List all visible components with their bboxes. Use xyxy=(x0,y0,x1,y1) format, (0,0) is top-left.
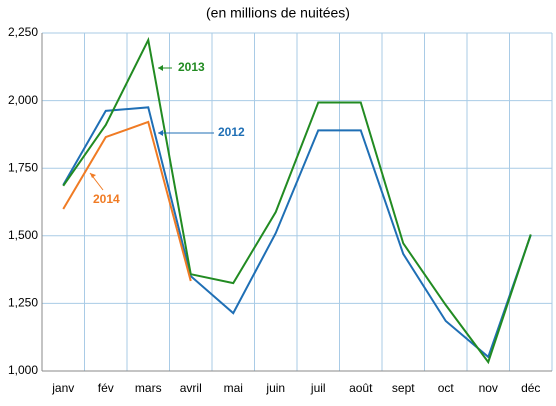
x-tick-label: mars xyxy=(135,381,162,395)
series-line xyxy=(62,36,532,365)
x-tick-label: fév xyxy=(98,381,114,395)
arrow-head xyxy=(90,173,96,178)
series-label: 2013 xyxy=(178,60,205,74)
y-tick-label: 1,750 xyxy=(8,160,38,174)
lines: 2012 2013 2014 xyxy=(62,36,532,365)
y-tick-label: 2,000 xyxy=(8,93,38,107)
series-line xyxy=(62,106,532,359)
grid: 1,000 1,250 1,500 1,750 2,000 2,250 janv fév mar… xyxy=(8,25,553,395)
y-tick-label: 1,250 xyxy=(8,296,38,310)
y-tick-label: 1,000 xyxy=(8,363,38,377)
arrow-head xyxy=(158,130,163,136)
x-tick-label: sept xyxy=(392,381,415,395)
x-tick-label: août xyxy=(349,381,373,395)
y-tick-label: 2,250 xyxy=(8,25,38,39)
x-tick-label: juil xyxy=(310,381,326,395)
x-tick-label: juin xyxy=(265,381,285,395)
y-tick-label: 1,500 xyxy=(8,228,38,242)
arrow-head xyxy=(158,65,163,71)
x-tick-label: oct xyxy=(438,381,455,395)
x-tick-label: avril xyxy=(180,381,202,395)
x-tick-label: nov xyxy=(479,381,498,395)
series-line xyxy=(62,120,192,282)
annotation-arrows xyxy=(89,65,214,191)
series-label: 2014 xyxy=(93,192,120,206)
series-label: 2012 xyxy=(218,125,245,139)
x-tick-label: janv xyxy=(51,381,74,395)
chart-title: (en millions de nuitées) xyxy=(206,5,350,21)
x-tick-label: déc xyxy=(521,381,540,395)
x-tick-label: mai xyxy=(224,381,243,395)
